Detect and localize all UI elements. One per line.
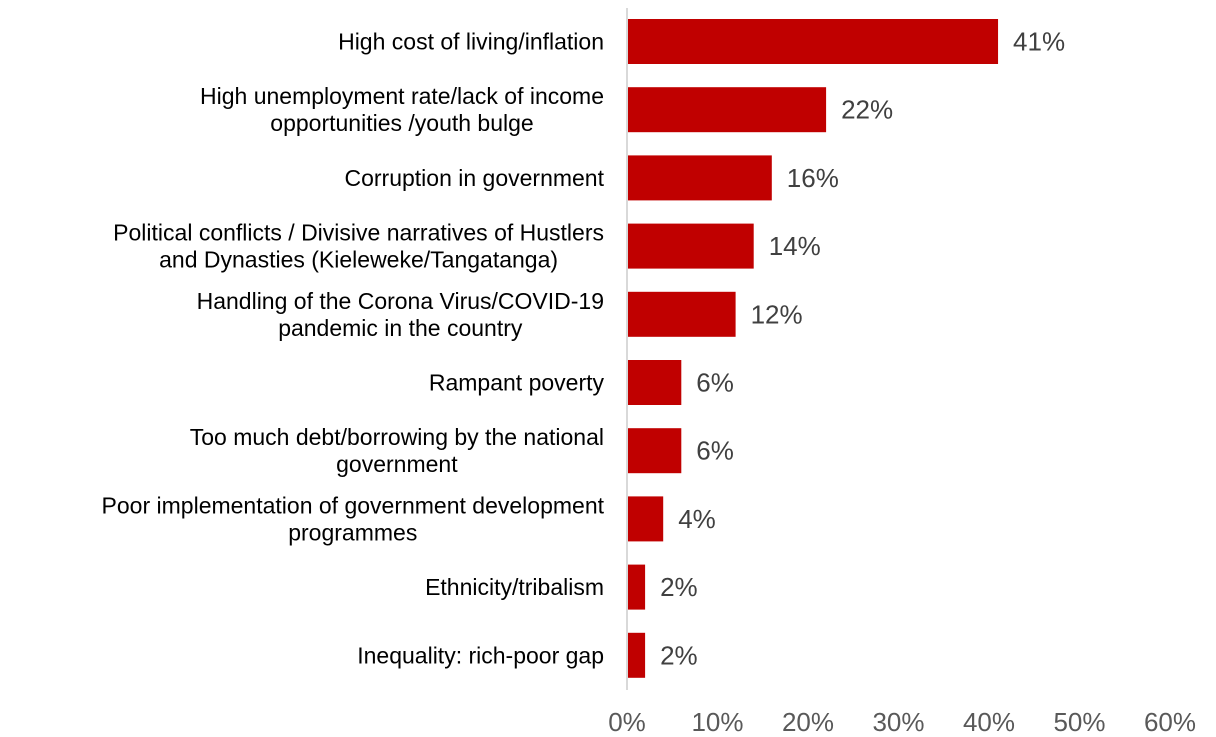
category-label-line: government bbox=[336, 451, 458, 477]
category-label-line: Inequality: rich-poor gap bbox=[357, 642, 604, 668]
category-label: High cost of living/inflation bbox=[338, 29, 604, 55]
category-labels: High cost of living/inflation High unempl… bbox=[102, 29, 605, 669]
data-label: 14% bbox=[769, 231, 821, 261]
data-labels: 41% 22% 16% 14% 12% 6% 6% 4% 2% 2% bbox=[660, 27, 1065, 671]
data-label: 2% bbox=[660, 640, 698, 670]
category-label-line: Corruption in government bbox=[344, 165, 604, 191]
category-label: High unemployment rate/lack of income opp… bbox=[200, 83, 604, 136]
category-label-line: Ethnicity/tribalism bbox=[425, 574, 604, 600]
category-label-line: pandemic in the country bbox=[278, 315, 523, 341]
bar bbox=[627, 155, 772, 201]
data-label: 4% bbox=[678, 504, 716, 534]
category-label-line: and Dynasties (Kieleweke/Tangatanga) bbox=[159, 247, 558, 273]
x-tick-label: 60% bbox=[1144, 707, 1196, 737]
x-tick-label: 50% bbox=[1053, 707, 1105, 737]
bar bbox=[627, 564, 646, 610]
category-label: Political conflicts / Divisive narrative… bbox=[113, 220, 604, 273]
bar bbox=[627, 19, 999, 64]
bar bbox=[627, 632, 646, 678]
x-tick-label: 30% bbox=[872, 707, 924, 737]
x-axis-ticks: 0% 10% 20% 30% 40% 50% 60% bbox=[608, 707, 1196, 737]
category-label: Ethnicity/tribalism bbox=[425, 574, 604, 600]
data-label: 6% bbox=[696, 436, 734, 466]
category-label: Corruption in government bbox=[344, 165, 604, 191]
bars-layer bbox=[627, 19, 999, 678]
category-label-line: opportunities /youth bulge bbox=[270, 110, 533, 136]
bar bbox=[627, 496, 664, 542]
category-label: Too much debt/borrowing by the national g… bbox=[190, 424, 604, 477]
x-tick-label: 0% bbox=[608, 707, 646, 737]
bar bbox=[627, 360, 682, 405]
category-label-line: High cost of living/inflation bbox=[338, 29, 604, 55]
x-tick-label: 40% bbox=[963, 707, 1015, 737]
data-label: 16% bbox=[787, 163, 839, 193]
bar bbox=[627, 87, 827, 133]
category-label-line: Poor implementation of government develo… bbox=[102, 492, 605, 518]
bar bbox=[627, 428, 682, 474]
data-label: 2% bbox=[660, 572, 698, 602]
category-label-line: Handling of the Corona Virus/COVID-19 bbox=[197, 288, 604, 314]
bar bbox=[627, 223, 754, 269]
category-label: Poor implementation of government develo… bbox=[102, 492, 605, 545]
bar bbox=[627, 291, 736, 337]
category-label-line: Too much debt/borrowing by the national bbox=[190, 424, 604, 450]
data-label: 12% bbox=[751, 299, 803, 329]
data-label: 6% bbox=[696, 368, 734, 398]
category-label-line: Rampant poverty bbox=[429, 370, 605, 396]
category-label: Handling of the Corona Virus/COVID-19 pan… bbox=[197, 288, 604, 341]
data-label: 41% bbox=[1013, 27, 1065, 57]
data-label: 22% bbox=[841, 95, 893, 125]
category-label: Rampant poverty bbox=[429, 370, 605, 396]
category-label-line: programmes bbox=[288, 519, 417, 545]
category-label: Inequality: rich-poor gap bbox=[357, 642, 604, 668]
x-tick-label: 10% bbox=[691, 707, 743, 737]
x-tick-label: 20% bbox=[782, 707, 834, 737]
category-label-line: Political conflicts / Divisive narrative… bbox=[113, 220, 604, 246]
category-label-line: High unemployment rate/lack of income bbox=[200, 83, 604, 109]
